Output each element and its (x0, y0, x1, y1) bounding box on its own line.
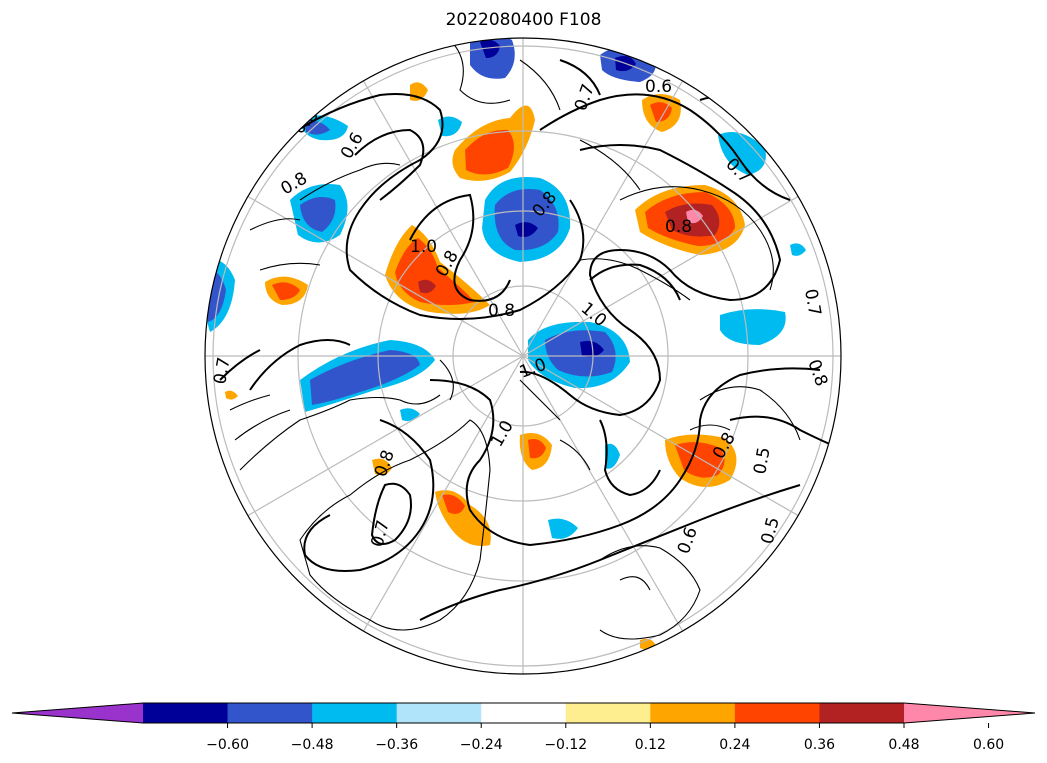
coastline-europe (599, 545, 701, 640)
map-boundary (204, 37, 842, 675)
colorbar-tick-label: −0.60 (206, 737, 249, 753)
colorbar-swatch (481, 703, 567, 723)
colorbar-tick-label: −0.24 (460, 737, 503, 753)
anomaly-positive (272, 282, 300, 300)
anomaly-negative (400, 408, 420, 422)
colorbar-swatch (819, 703, 905, 723)
colorbar-tick-label: 0.36 (804, 737, 835, 753)
anomaly-negative-core (580, 341, 604, 358)
colorbar-swatch (396, 703, 482, 723)
colorbar-extend-high (904, 703, 1035, 723)
anomaly-negative (790, 243, 806, 256)
colorbar-swatch (650, 703, 736, 723)
contour-label: 0.8 (665, 217, 692, 237)
contour-label: 0.5 (750, 446, 774, 476)
colorbar-tick-label: 0.24 (719, 737, 750, 753)
contour-label: 0.8 (488, 301, 515, 321)
map-title: 2022080400 F108 (445, 10, 602, 30)
anomaly-negative (720, 309, 786, 345)
contour-line (429, 367, 821, 547)
coastline-islands (439, 359, 591, 471)
contour-label: 0.7 (800, 287, 824, 317)
anomaly-positive (418, 279, 436, 294)
contour-line (354, 128, 425, 201)
contour-line (519, 144, 782, 417)
colorbar-swatch (312, 703, 398, 723)
anomaly-negative-core (480, 39, 500, 58)
contours (219, 39, 841, 621)
contour-label: 0.6 (645, 77, 672, 97)
colorbar-tick-label: 0.12 (635, 737, 666, 753)
colorbar-tick-label: −0.12 (544, 737, 587, 753)
colorbar-tick-label: 0.60 (973, 737, 1004, 753)
contour-line (589, 263, 681, 301)
anomaly-positive (650, 102, 672, 122)
anomaly-positive (372, 458, 392, 476)
anomaly-negative (718, 131, 766, 175)
contour-label: 0.7 (210, 356, 234, 386)
contour-line (303, 419, 435, 572)
contour-line (370, 482, 412, 545)
contour-line (599, 419, 661, 497)
colorbar-tick-label: 0.48 (888, 737, 919, 753)
anomaly-positive (528, 439, 546, 459)
colorbar-swatch (227, 703, 313, 723)
coastlines (229, 39, 801, 640)
anomaly-negative (310, 350, 420, 405)
colorbar-swatch (143, 703, 229, 723)
colorbar-tick-label: −0.36 (375, 737, 418, 753)
contour-line (409, 193, 511, 302)
anomaly-negative (305, 121, 330, 135)
coastline-east (689, 386, 801, 441)
anomaly-negative (548, 518, 578, 539)
coastline-north (449, 39, 641, 191)
shaded-anomalies (205, 38, 806, 650)
anomaly-positive (225, 390, 238, 400)
colorbar-swatch (565, 703, 651, 723)
colorbar-outline (11, 702, 1036, 724)
anomaly-positive (465, 129, 514, 175)
polar-map: 0.6 0.6 0.7 0.8 0.8 1.0 0.8 0.8 1.0 1.0 … (204, 37, 842, 675)
anomaly-negative (300, 196, 336, 232)
anomaly-positive (395, 238, 475, 305)
anomaly-negative (438, 116, 462, 137)
contour-line (539, 93, 791, 201)
colorbar-tick-label: −0.48 (291, 737, 334, 753)
contour-line (249, 339, 351, 391)
coastline-alaska (249, 162, 401, 271)
anomaly-negative (545, 330, 616, 377)
graticule (205, 38, 841, 674)
contour-line (269, 93, 585, 320)
coastline-siberia (579, 186, 774, 301)
contour-label: 1.0 (410, 237, 437, 257)
anomaly-positive (686, 209, 703, 224)
anomaly-negative (494, 189, 559, 251)
anomaly-negative-core (515, 222, 538, 237)
colorbar-swatch (734, 703, 820, 723)
anomaly-positive (442, 494, 465, 514)
coastline-canada (229, 394, 441, 471)
coastline-greenland (299, 419, 491, 631)
contour-line (219, 349, 261, 381)
contour-line (419, 484, 801, 621)
colorbar-extend-low (12, 703, 143, 723)
anomaly-negative (605, 443, 620, 469)
contour-line (559, 59, 601, 96)
